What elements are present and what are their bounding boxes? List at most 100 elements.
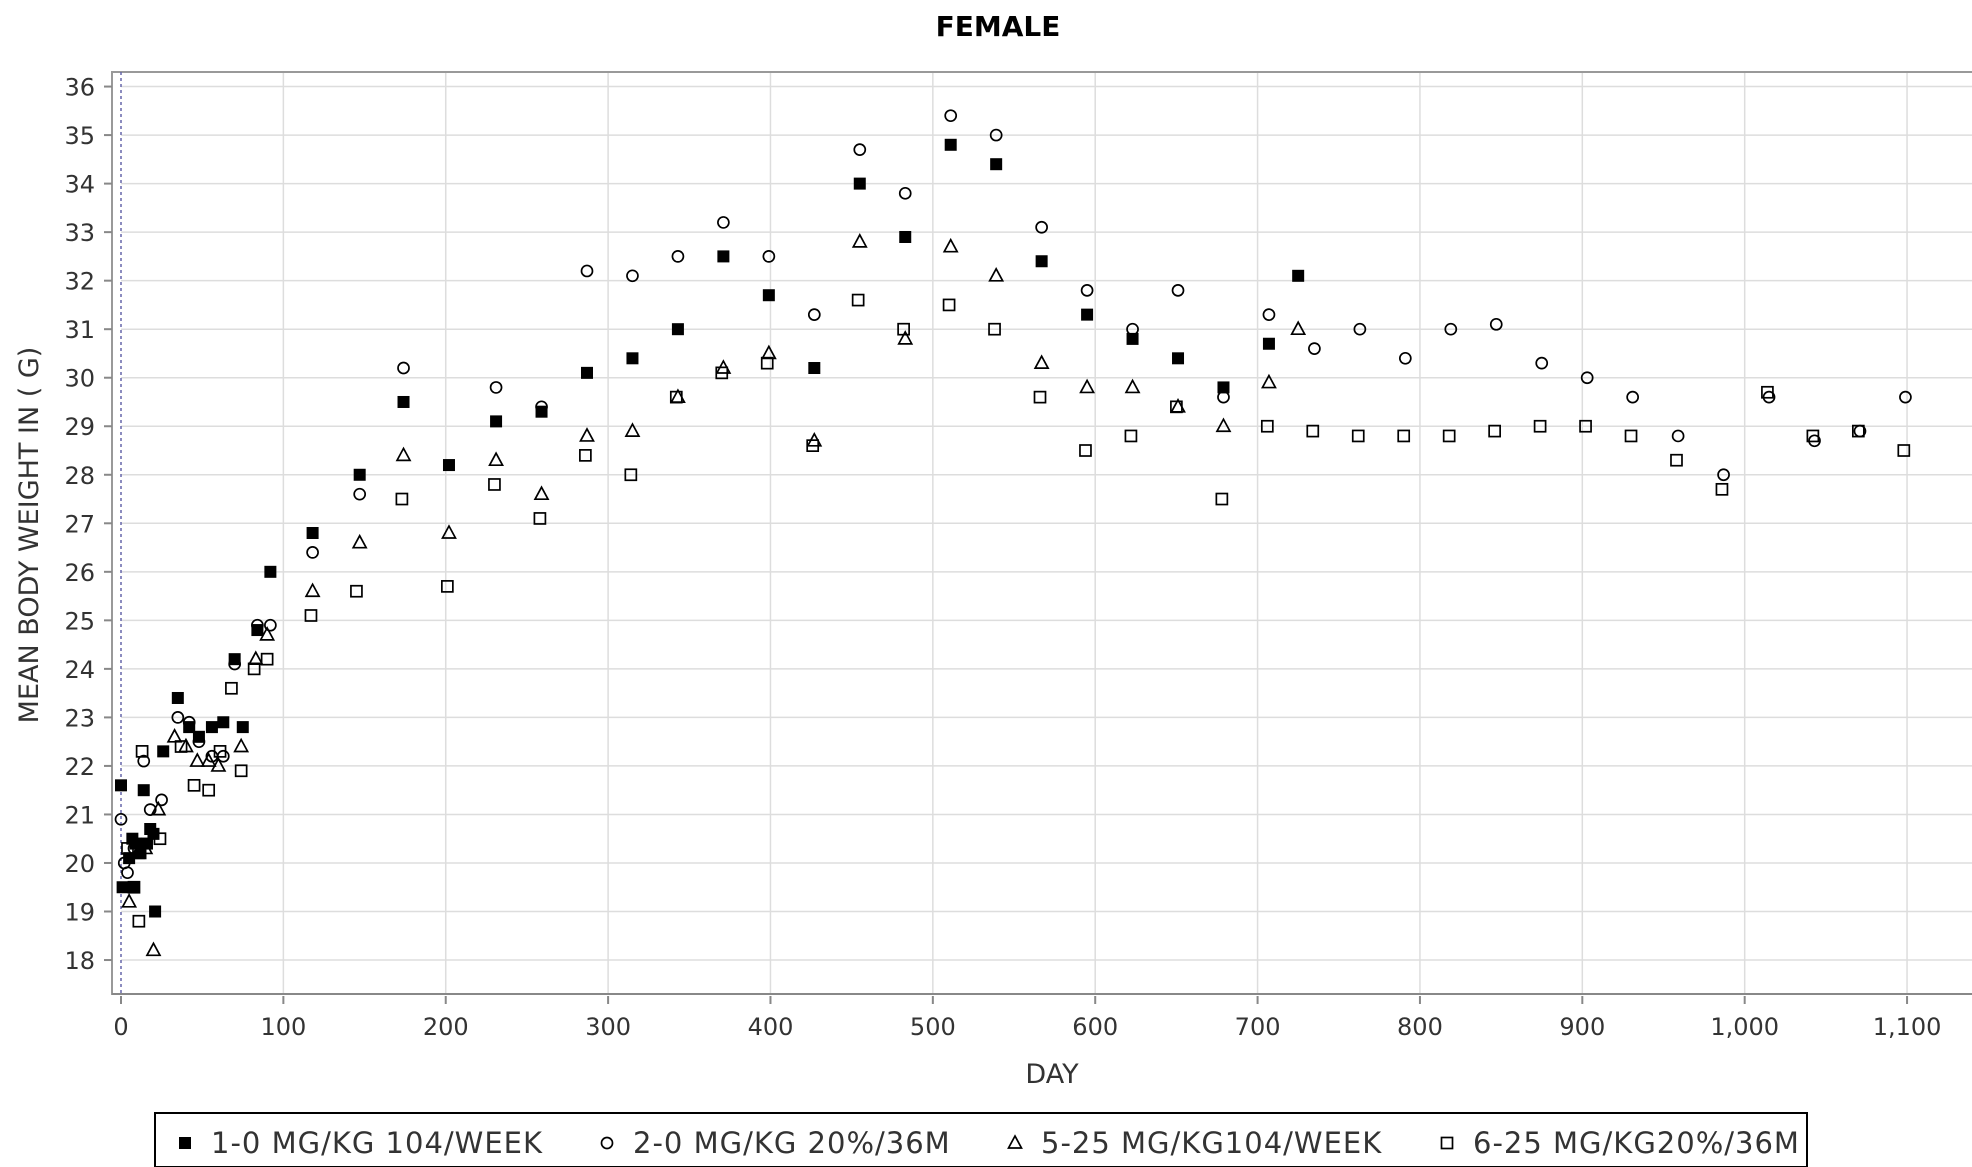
data-point <box>1215 492 1229 506</box>
x-tick-label: 900 <box>1559 1013 1605 1041</box>
x-tick-label: 800 <box>1397 1013 1443 1041</box>
data-point <box>535 400 548 414</box>
data-point <box>1489 317 1503 331</box>
data-point <box>808 362 821 375</box>
data-point <box>127 881 140 894</box>
data-point <box>1353 322 1367 336</box>
data-point <box>807 308 821 321</box>
legend-marker <box>600 1136 614 1150</box>
data-point <box>145 941 162 957</box>
data-point <box>1715 482 1729 496</box>
data-point <box>1124 429 1138 443</box>
data-point <box>1717 468 1730 482</box>
data-point <box>760 356 774 370</box>
data-point <box>580 366 593 379</box>
data-point <box>1126 322 1139 336</box>
data-point <box>304 609 318 622</box>
legend-marker <box>179 1137 191 1149</box>
data-point <box>1171 284 1185 297</box>
data-point <box>1442 429 1456 443</box>
x-tick-label: 1,000 <box>1710 1013 1779 1041</box>
legend-label: 5-25 MG/KG104/WEEK <box>1041 1126 1382 1160</box>
data-point <box>626 269 639 283</box>
data-point <box>851 293 865 307</box>
data-point <box>306 527 319 539</box>
data-point <box>489 381 503 394</box>
y-tick-label: 18 <box>64 947 95 975</box>
y-axis-label: MEAN BODY WEIGHT IN ( G) <box>14 347 45 724</box>
data-point <box>121 866 134 880</box>
chart-title: FEMALE <box>936 10 1061 43</box>
x-tick-label: 300 <box>585 1013 631 1041</box>
data-point <box>182 715 196 729</box>
plot-area <box>111 71 1972 995</box>
data-point <box>1397 429 1411 443</box>
data-point <box>626 352 639 365</box>
legend-marker <box>1440 1136 1454 1150</box>
x-tick-label: 0 <box>113 1013 128 1041</box>
data-point <box>1806 429 1820 443</box>
data-point <box>1170 400 1183 414</box>
data-point <box>264 618 277 632</box>
data-point <box>1035 255 1048 268</box>
data-point <box>1124 378 1141 394</box>
x-axis-ticks: 0 100 200 300 400 500 600 700 800 900 1,000 1,100 <box>113 996 1941 1041</box>
data-point <box>806 439 820 453</box>
data-point <box>580 264 594 278</box>
data-point <box>853 143 867 156</box>
x-tick-label: 200 <box>423 1013 469 1041</box>
data-point <box>441 580 454 593</box>
data-point <box>157 745 170 758</box>
data-point <box>717 250 730 263</box>
data-point <box>1217 390 1230 404</box>
data-point <box>671 250 685 263</box>
data-point <box>132 914 146 928</box>
data-point <box>155 793 168 807</box>
data-point <box>624 468 638 482</box>
y-tick-label: 36 <box>64 74 95 102</box>
data-point <box>1035 220 1048 234</box>
data-point <box>762 289 775 302</box>
data-point <box>127 880 141 894</box>
data-point <box>149 905 162 918</box>
y-tick-label: 35 <box>64 122 95 150</box>
data-point <box>897 322 910 336</box>
data-point <box>1897 444 1911 457</box>
x-tick-label: 500 <box>910 1013 956 1041</box>
data-point <box>115 779 127 792</box>
data-point <box>306 546 319 559</box>
data-point <box>395 446 412 462</box>
data-point <box>488 478 501 491</box>
data-point <box>1671 429 1685 443</box>
data-point <box>395 492 409 506</box>
data-point <box>213 745 227 758</box>
data-point <box>533 485 550 501</box>
data-point <box>1260 419 1274 433</box>
data-points <box>114 109 1912 957</box>
data-point <box>1217 381 1230 394</box>
data-point <box>1398 351 1412 365</box>
data-point <box>490 415 503 428</box>
data-point <box>251 618 264 632</box>
series-2 <box>114 109 1912 880</box>
x-tick-label: 600 <box>1072 1013 1118 1041</box>
data-point <box>353 487 367 501</box>
data-point <box>121 893 138 908</box>
data-point <box>350 584 363 598</box>
data-point <box>259 626 276 641</box>
data-point <box>1488 424 1501 438</box>
data-point <box>762 250 776 263</box>
data-point <box>669 390 683 404</box>
x-tick-label: 400 <box>748 1013 794 1041</box>
data-point <box>236 721 249 734</box>
data-point <box>1533 419 1547 433</box>
data-point <box>116 881 129 894</box>
data-point <box>899 230 912 243</box>
data-point <box>1670 453 1683 467</box>
data-point <box>1262 308 1276 321</box>
y-tick-label: 23 <box>64 704 95 732</box>
y-tick-label: 31 <box>64 316 95 344</box>
y-tick-label: 30 <box>64 365 95 393</box>
x-tick-label: 100 <box>260 1013 306 1041</box>
y-tick-label: 25 <box>64 607 95 635</box>
